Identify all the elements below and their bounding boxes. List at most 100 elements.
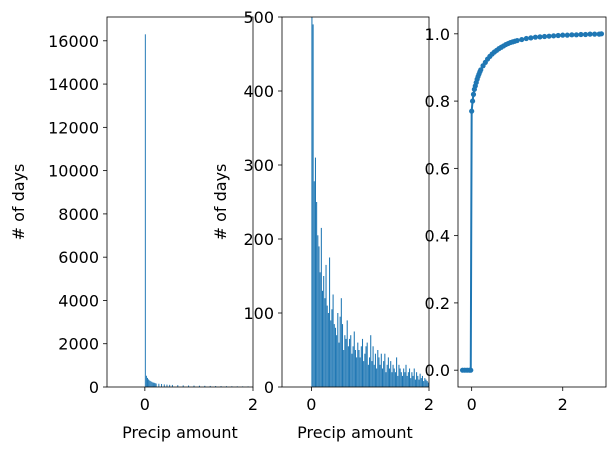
bar [351,353,353,387]
bar [383,361,385,387]
data-point [478,67,484,73]
bar [340,298,342,387]
bar [198,385,200,387]
bar [321,290,324,387]
bar [314,157,316,387]
data-point [528,35,534,41]
bar [373,364,375,387]
bar [171,384,173,387]
bar [161,383,163,387]
bar [364,353,366,387]
bar [147,377,148,387]
data-point [598,31,605,37]
bar [336,335,338,387]
bar [391,372,393,387]
bar [356,357,358,387]
bar [378,357,380,387]
bar [166,384,168,387]
bar [399,368,401,387]
bar [397,375,399,387]
panel-1-ylabel: # of days [9,164,28,241]
y-tick-label: 0.2 [425,294,450,313]
bar [420,378,422,387]
data-point [573,32,580,38]
bar [329,257,331,387]
data-point [514,37,520,44]
panel-1-frame [106,16,254,388]
bar [385,372,387,387]
data-point [555,32,561,39]
bar [316,202,318,387]
bar [182,385,184,387]
y-tick-label: 1.0 [425,25,450,44]
bar [370,335,372,387]
bar [349,338,351,387]
y-tick-label: 100 [243,304,274,323]
bar [407,372,409,387]
bar [377,350,379,387]
bar [386,364,388,387]
x-tick-label: 2 [424,395,434,414]
bar [365,346,367,387]
bar [153,382,155,387]
bar [332,294,334,387]
bar [325,264,327,387]
bar [220,386,222,387]
bar [343,350,345,387]
bar [152,382,154,387]
bar [337,313,339,387]
bar [326,305,328,387]
bar [149,380,151,387]
data-point [541,33,548,40]
bar [320,227,322,387]
bar [404,372,406,387]
bar [412,375,414,387]
panel-2-frame [281,16,430,388]
bar [353,331,355,387]
x-tick-label: 0 [467,395,477,414]
x-tick-label: 0 [306,395,316,414]
bar [427,382,429,387]
bar [371,361,373,387]
bar [379,364,381,387]
panel-2-xlabel: Precip amount [297,423,413,442]
bar [148,379,150,387]
bar [413,368,415,387]
bar [418,379,420,387]
bar [417,375,419,387]
y-tick-label: 2000 [58,335,99,354]
bar [419,373,421,387]
bar [150,381,152,387]
bar [313,181,315,387]
bar [376,368,378,387]
data-point [537,34,543,40]
bar [311,17,313,387]
bar [352,346,354,387]
bar [421,375,423,387]
panel-2-ylabel: # of days [211,164,230,241]
bar [389,368,391,387]
bar [209,385,211,387]
bar [423,381,425,387]
bar [319,272,321,387]
bar [155,383,157,387]
bar [360,346,362,387]
bar [366,342,368,387]
data-point [468,367,474,373]
bar [346,320,348,387]
y-tick-label: 500 [243,8,274,27]
y-tick-label: 0.8 [425,92,450,111]
bar [400,372,402,387]
bar [390,361,392,387]
x-tick-label: 0 [140,395,150,414]
bar [169,384,171,387]
y-tick-label: 4000 [58,291,99,310]
panel-3-series [459,31,605,373]
y-tick-label: 10000 [48,162,99,181]
bar [204,385,206,387]
bar [410,378,412,387]
